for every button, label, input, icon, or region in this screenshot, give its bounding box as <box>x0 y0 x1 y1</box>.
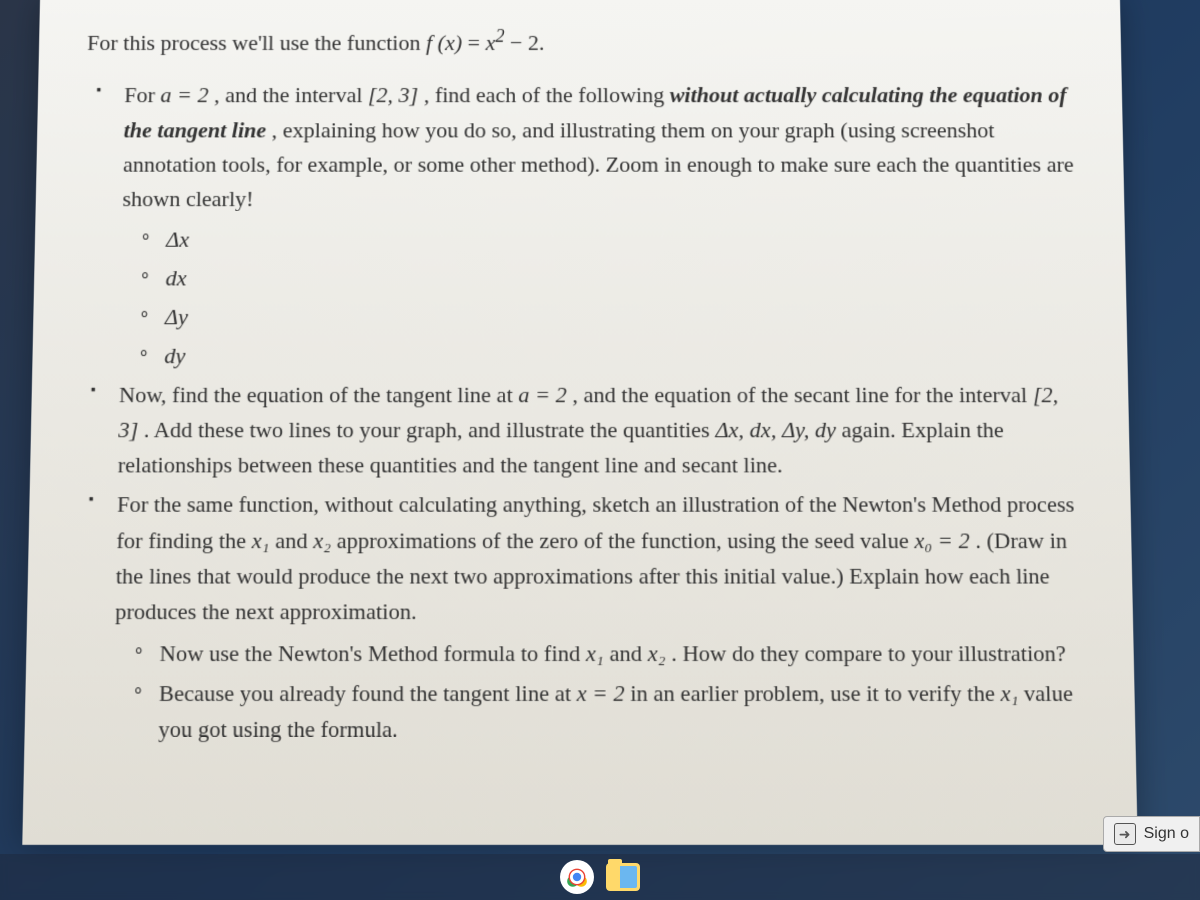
dy: dy <box>164 343 185 369</box>
b1-interval: [2, 3] <box>368 82 418 107</box>
sign-in-icon: ➜ <box>1114 823 1136 845</box>
sign-in-button[interactable]: ➜ Sign o <box>1103 816 1200 852</box>
intro-paragraph: For this process we'll use the function … <box>87 22 1073 60</box>
b1-a-eq: a = 2 <box>160 82 208 107</box>
fn-rhs-tail: − 2. <box>510 30 545 55</box>
delta-x: Δx <box>166 226 189 251</box>
b2-t3: . Add these two lines to your graph, and… <box>144 417 716 443</box>
b3-sublist: Now use the Newton's Method formula to f… <box>113 636 1086 748</box>
b3s2a: Because you already found the tangent li… <box>159 680 577 706</box>
b2-t2: , and the equation of the secant line fo… <box>572 382 1032 408</box>
b3-sub1: Now use the Newton's Method formula to f… <box>159 636 1085 672</box>
delta-y: Δy <box>165 304 188 330</box>
b3-x2: x₂ <box>313 527 331 553</box>
b3s2-xeq: x = 2 <box>577 680 625 706</box>
document-page: For this process we'll use the function … <box>22 0 1137 845</box>
b1-sublist: Δx dx Δy dy <box>119 222 1079 373</box>
b1-t3: , find each of the following <box>424 82 670 107</box>
eq-sign: = <box>467 30 485 55</box>
dx: dx <box>165 265 186 290</box>
bullet-2: Now, find the equation of the tangent li… <box>117 378 1081 483</box>
chrome-icon[interactable] <box>560 860 594 894</box>
windows-taskbar[interactable] <box>0 854 1200 900</box>
b1-sub-dx-cap: Δx <box>166 222 1077 257</box>
b2-a-eq: a = 2 <box>518 382 567 408</box>
b2-q: Δx, dx, Δy, dy <box>715 417 836 443</box>
bullet-list: For a = 2 , and the interval [2, 3] , fi… <box>74 78 1087 747</box>
b1-t1: For <box>124 82 161 107</box>
b3s1b: and <box>609 640 647 666</box>
b1-sub-dy: dy <box>164 339 1079 374</box>
bullet-3: For the same function, without calculati… <box>113 487 1086 747</box>
b1-sub-dy-cap: Δy <box>165 300 1079 335</box>
b3s1-x1: x₁ <box>586 640 604 666</box>
b2-t1: Now, find the equation of the tangent li… <box>119 382 519 408</box>
bullet-1: For a = 2 , and the interval [2, 3] , fi… <box>119 78 1079 373</box>
intro-text: For this process we'll use the function <box>87 30 426 55</box>
b3-x1: x₁ <box>252 527 270 553</box>
b3s1a: Now use the Newton's Method formula to f… <box>159 640 586 666</box>
b3s1c: . How do they compare to your illustrati… <box>671 640 1066 666</box>
b1-t2: , and the interval <box>214 82 368 107</box>
b3-t2: and <box>275 527 313 553</box>
fn-lhs: f (x) <box>426 30 462 55</box>
b3s2b: in an earlier problem, use it to verify … <box>630 680 1000 706</box>
fn-rhs-exp: 2 <box>495 26 504 46</box>
file-explorer-icon[interactable] <box>606 860 640 894</box>
b1-sub-dx: dx <box>165 261 1077 296</box>
b3-sub2: Because you already found the tangent li… <box>158 676 1086 748</box>
fn-rhs-base: x <box>485 30 495 55</box>
b3-t3: approximations of the zero of the functi… <box>337 527 915 553</box>
b3s2-x1: x₁ <box>1000 680 1018 706</box>
b3-x0: x₀ = 2 <box>914 527 970 553</box>
b3s1-x2: x₂ <box>648 640 666 666</box>
sign-in-label: Sign o <box>1144 825 1189 843</box>
